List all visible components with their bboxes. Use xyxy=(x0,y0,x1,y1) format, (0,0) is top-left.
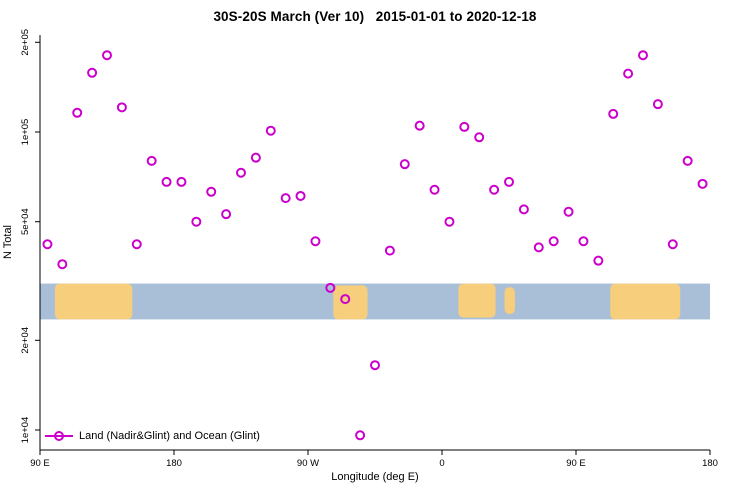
data-point xyxy=(593,255,604,266)
data-point xyxy=(116,102,127,113)
data-point xyxy=(548,236,559,247)
data-point xyxy=(250,152,261,163)
data-point xyxy=(444,216,455,227)
x-tick-label: 90 E xyxy=(566,458,586,469)
legend-label: Land (Nadir&Glint) and Ocean (Glint) xyxy=(79,430,260,442)
y-tick-label: 2e+04 xyxy=(20,327,31,354)
data-point xyxy=(414,120,425,131)
data-point xyxy=(563,206,574,217)
data-point xyxy=(310,236,321,247)
x-tick-label: 180 xyxy=(166,458,182,469)
data-point xyxy=(355,430,366,441)
y-tick-label: 2e+05 xyxy=(20,29,31,56)
data-point xyxy=(608,108,619,119)
data-point xyxy=(370,360,380,371)
data-point xyxy=(682,155,693,166)
legend-open-circle-marker-icon xyxy=(45,431,73,441)
data-point xyxy=(325,282,336,293)
data-point xyxy=(638,50,648,61)
data-point xyxy=(102,50,112,61)
data-point xyxy=(697,178,708,189)
data-point xyxy=(578,236,589,247)
data-point xyxy=(295,190,306,201)
map-ocean-band xyxy=(40,283,710,320)
map-land-mass xyxy=(333,285,368,320)
data-point xyxy=(429,184,440,195)
y-tick-label: 1e+04 xyxy=(20,417,31,444)
data-point xyxy=(131,239,142,250)
data-point xyxy=(280,193,291,204)
data-point xyxy=(533,242,544,253)
x-tick-label: 90 W xyxy=(297,458,319,469)
data-point xyxy=(42,239,53,250)
data-point xyxy=(206,186,217,197)
data-point xyxy=(87,67,98,78)
data-point xyxy=(146,155,157,166)
x-tick-label: 180 xyxy=(702,458,718,469)
data-point xyxy=(72,107,83,118)
data-point xyxy=(221,209,232,220)
data-point xyxy=(399,159,410,170)
map-land-mass xyxy=(610,283,681,320)
data-point xyxy=(652,99,663,110)
x-tick-label: 0 xyxy=(439,458,444,469)
data-point xyxy=(459,121,470,132)
data-point xyxy=(161,176,172,187)
x-tick-label: 90 E xyxy=(30,458,50,469)
data-point xyxy=(518,204,529,215)
data-point xyxy=(176,176,187,187)
data-point xyxy=(340,294,351,305)
data-point xyxy=(236,167,246,178)
chart-title: 30S-20S March (Ver 10) 2015-01-01 to 202… xyxy=(213,9,537,24)
data-point xyxy=(191,216,202,227)
data-point xyxy=(667,239,678,250)
legend: Land (Nadir&Glint) and Ocean (Glint) xyxy=(44,430,260,442)
map-land-mass xyxy=(458,283,496,318)
map-land-mass xyxy=(54,283,133,320)
data-point xyxy=(57,259,68,270)
y-tick-label: 1e+05 xyxy=(20,119,31,146)
data-point xyxy=(504,176,514,187)
data-point xyxy=(384,245,395,256)
data-point xyxy=(489,184,500,195)
data-point xyxy=(623,68,634,79)
y-tick-label: 5e+04 xyxy=(20,208,31,235)
data-point xyxy=(474,132,485,143)
x-axis-title: Longitude (deg E) xyxy=(331,471,419,483)
map-land-mass xyxy=(504,287,515,315)
data-point xyxy=(265,125,276,136)
